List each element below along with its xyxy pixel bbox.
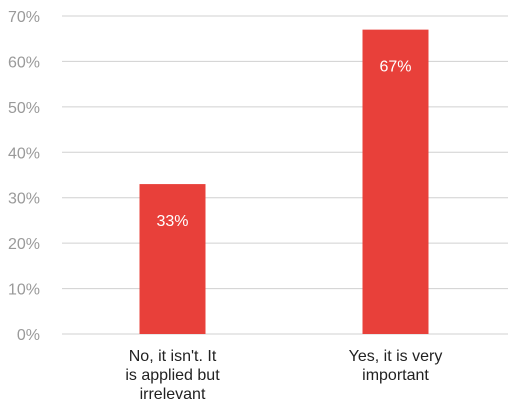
y-tick-label: 40% (8, 145, 40, 162)
y-tick-label: 30% (8, 191, 40, 208)
y-tick-label: 20% (8, 236, 40, 253)
y-tick-label: 50% (8, 100, 40, 117)
gridlines (62, 15, 508, 335)
y-tick-label: 70% (8, 9, 40, 26)
y-axis-tick-labels: 0% 10% 20% 30% 40% 50% 60% 70% (8, 9, 40, 344)
category-label-0-line-0: No, it isn't. It (129, 348, 217, 365)
data-label-0: 33% (156, 213, 188, 230)
y-tick-label: 60% (8, 54, 40, 71)
category-label-1-line-1: important (362, 367, 429, 384)
data-labels: 33% 67% (156, 59, 411, 230)
y-tick-label: 0% (17, 327, 40, 344)
bar-1 (362, 29, 429, 334)
x-axis-category-labels: No, it isn't. It is applied but irrelevant… (125, 348, 442, 403)
category-label-0-line-1: is applied but (125, 367, 220, 384)
category-label-0-line-2: irrelevant (140, 386, 206, 403)
y-tick-label: 10% (8, 282, 40, 299)
bars (139, 29, 429, 334)
bar-0 (139, 184, 206, 334)
data-label-1: 67% (379, 59, 411, 76)
category-label-1-line-0: Yes, it is very (349, 348, 443, 365)
